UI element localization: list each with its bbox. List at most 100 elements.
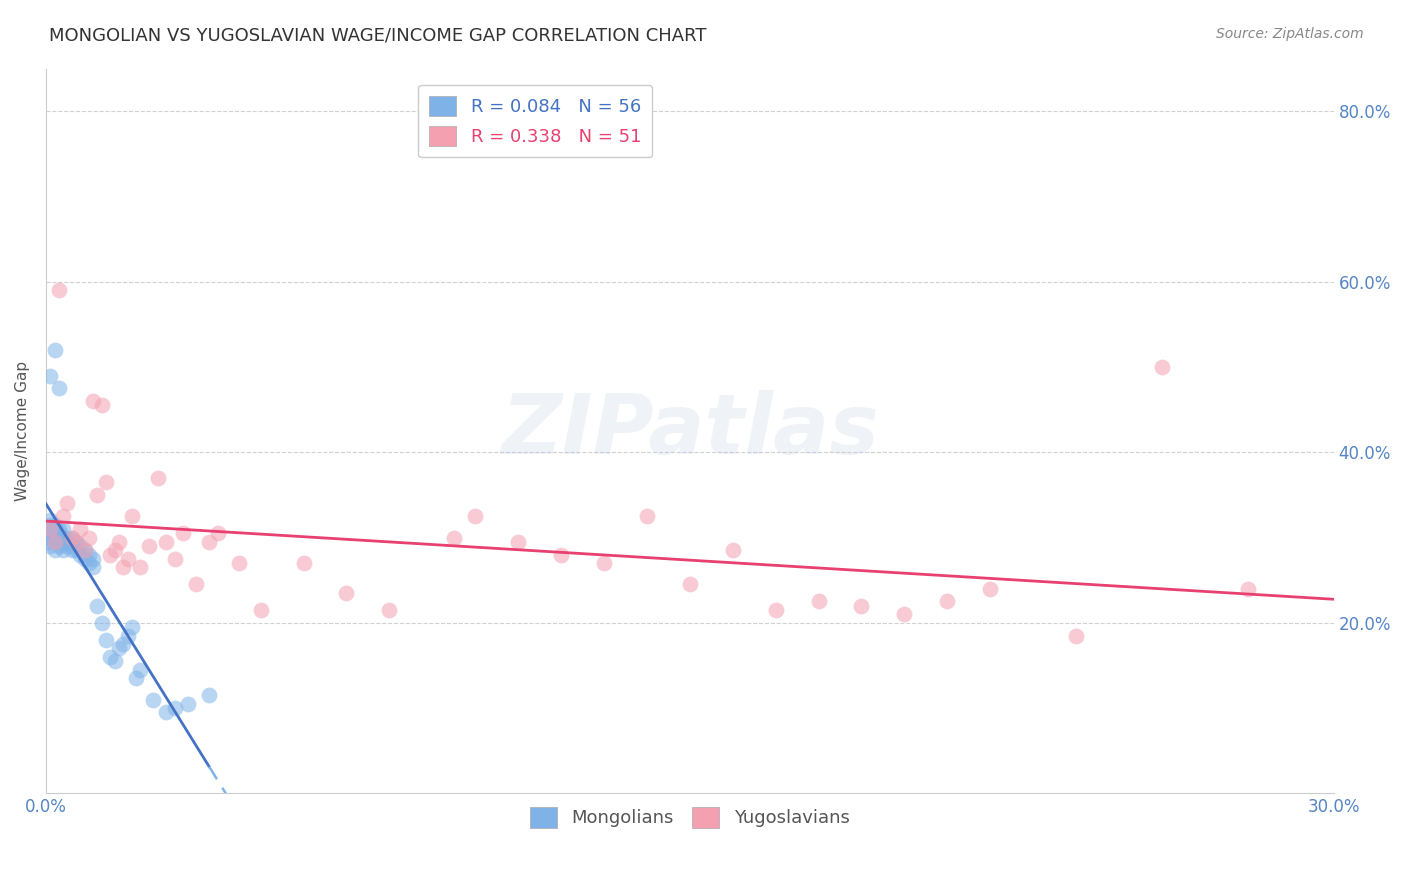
- Point: [172, 526, 194, 541]
- Point: [851, 599, 873, 613]
- Point: [48, 539, 70, 553]
- Point: [82, 560, 104, 574]
- Point: [207, 526, 229, 541]
- Point: [39, 522, 62, 536]
- Point: [39, 368, 62, 383]
- Point: [163, 701, 186, 715]
- Point: [73, 543, 96, 558]
- Point: [94, 475, 117, 489]
- Point: [117, 552, 139, 566]
- Point: [77, 548, 100, 562]
- Point: [186, 577, 208, 591]
- Point: [1150, 359, 1173, 374]
- Point: [39, 531, 62, 545]
- Point: [44, 343, 66, 357]
- Point: [112, 637, 135, 651]
- Point: [98, 548, 121, 562]
- Point: [65, 543, 87, 558]
- Point: [636, 509, 658, 524]
- Point: [82, 394, 104, 409]
- Point: [44, 534, 66, 549]
- Point: [69, 548, 91, 562]
- Point: [65, 534, 87, 549]
- Point: [104, 654, 127, 668]
- Point: [550, 548, 572, 562]
- Point: [48, 534, 70, 549]
- Point: [52, 522, 75, 536]
- Point: [98, 649, 121, 664]
- Point: [69, 522, 91, 536]
- Point: [335, 586, 357, 600]
- Point: [60, 531, 83, 545]
- Point: [142, 692, 165, 706]
- Point: [121, 509, 143, 524]
- Y-axis label: Wage/Income Gap: Wage/Income Gap: [15, 361, 30, 501]
- Point: [129, 663, 152, 677]
- Point: [77, 556, 100, 570]
- Point: [228, 556, 250, 570]
- Point: [69, 539, 91, 553]
- Point: [146, 471, 169, 485]
- Point: [48, 526, 70, 541]
- Point: [464, 509, 486, 524]
- Point: [155, 706, 177, 720]
- Point: [39, 522, 62, 536]
- Point: [44, 526, 66, 541]
- Point: [979, 582, 1001, 596]
- Point: [112, 560, 135, 574]
- Text: ZIPatlas: ZIPatlas: [501, 391, 879, 472]
- Point: [249, 603, 271, 617]
- Point: [86, 599, 108, 613]
- Point: [60, 539, 83, 553]
- Point: [1064, 629, 1087, 643]
- Point: [125, 671, 148, 685]
- Point: [378, 603, 401, 617]
- Point: [129, 560, 152, 574]
- Point: [73, 543, 96, 558]
- Point: [121, 620, 143, 634]
- Point: [138, 539, 160, 553]
- Point: [108, 641, 131, 656]
- Point: [90, 398, 112, 412]
- Point: [52, 543, 75, 558]
- Point: [48, 381, 70, 395]
- Legend: Mongolians, Yugoslavians: Mongolians, Yugoslavians: [523, 800, 856, 835]
- Point: [37, 534, 59, 549]
- Point: [77, 531, 100, 545]
- Point: [56, 534, 79, 549]
- Point: [198, 534, 221, 549]
- Point: [893, 607, 915, 622]
- Point: [65, 534, 87, 549]
- Point: [60, 543, 83, 558]
- Point: [44, 543, 66, 558]
- Point: [292, 556, 315, 570]
- Point: [176, 697, 198, 711]
- Point: [39, 526, 62, 541]
- Point: [108, 534, 131, 549]
- Point: [56, 496, 79, 510]
- Point: [936, 594, 959, 608]
- Point: [593, 556, 616, 570]
- Point: [198, 688, 221, 702]
- Point: [44, 534, 66, 549]
- Point: [163, 552, 186, 566]
- Point: [44, 531, 66, 545]
- Point: [48, 283, 70, 297]
- Point: [86, 488, 108, 502]
- Point: [56, 531, 79, 545]
- Point: [679, 577, 702, 591]
- Text: Source: ZipAtlas.com: Source: ZipAtlas.com: [1216, 27, 1364, 41]
- Point: [82, 552, 104, 566]
- Point: [52, 531, 75, 545]
- Point: [73, 552, 96, 566]
- Point: [44, 522, 66, 536]
- Text: MONGOLIAN VS YUGOSLAVIAN WAGE/INCOME GAP CORRELATION CHART: MONGOLIAN VS YUGOSLAVIAN WAGE/INCOME GAP…: [49, 27, 707, 45]
- Point: [60, 531, 83, 545]
- Point: [443, 531, 465, 545]
- Point: [94, 632, 117, 647]
- Point: [39, 517, 62, 532]
- Point: [39, 513, 62, 527]
- Point: [52, 534, 75, 549]
- Point: [44, 517, 66, 532]
- Point: [39, 539, 62, 553]
